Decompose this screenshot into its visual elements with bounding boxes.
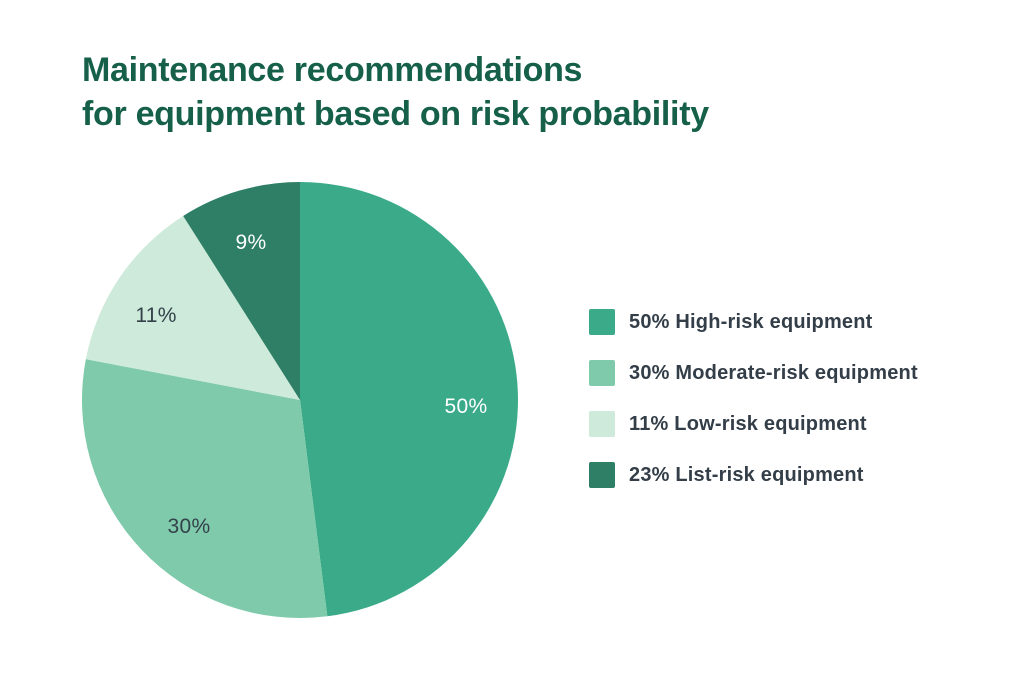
- legend: 50% High-risk equipment 30% Moderate-ris…: [589, 309, 918, 513]
- pie-slice-label-high-risk: 50%: [444, 395, 488, 418]
- legend-label-moderate-risk: 30% Moderate-risk equipment: [629, 361, 918, 384]
- legend-item-list-risk: 23% List-risk equipment: [589, 462, 918, 488]
- pie-slice-moderate-risk-equipment: [81, 359, 328, 618]
- chart-title-line-1: Maintenance recommendations: [82, 51, 583, 89]
- legend-label-high-risk: 50% High-risk equipment: [629, 310, 873, 333]
- pie-slice-label-low-risk: 11%: [135, 304, 177, 327]
- chart-title-line-2: for equipment based on risk probability: [82, 95, 709, 133]
- pie-slice-high-risk-equipment: [300, 182, 518, 617]
- legend-item-high-risk: 50% High-risk equipment: [589, 309, 918, 335]
- pie-slice-list-risk-equipment: [183, 182, 300, 400]
- legend-swatch-moderate-risk: [589, 360, 615, 386]
- legend-swatch-high-risk: [589, 309, 615, 335]
- legend-label-low-risk: 11% Low-risk equipment: [629, 412, 867, 435]
- legend-swatch-list-risk: [589, 462, 615, 488]
- pie-slice-label-list-risk: 9%: [235, 231, 267, 254]
- legend-swatch-low-risk: [589, 411, 615, 437]
- legend-label-list-risk: 23% List-risk equipment: [629, 463, 864, 486]
- pie-slice-low-risk-equipment: [85, 215, 300, 400]
- legend-item-low-risk: 11% Low-risk equipment: [589, 411, 918, 437]
- legend-item-moderate-risk: 30% Moderate-risk equipment: [589, 360, 918, 386]
- pie-slice-label-moderate-risk: 30%: [167, 515, 211, 538]
- chart-title: Maintenance recommendations for equipmen…: [82, 48, 709, 136]
